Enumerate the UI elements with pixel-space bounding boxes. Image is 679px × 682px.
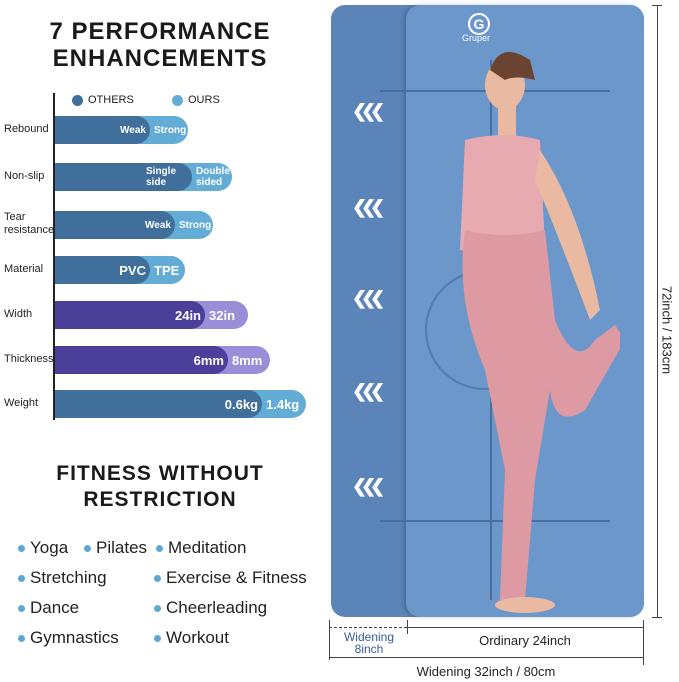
fitness-title-2: RESTRICTION bbox=[83, 488, 237, 511]
brand-logo-icon: G bbox=[468, 13, 490, 35]
activity-item: Exercise & Fitness bbox=[154, 568, 307, 588]
bullet-icon bbox=[18, 574, 25, 582]
bar-ours: Strong Weak bbox=[55, 116, 188, 144]
bar-others-value: 0.6kg bbox=[224, 396, 258, 412]
row-label: Thickness bbox=[4, 353, 54, 365]
dimension-tick bbox=[407, 620, 408, 634]
bar-ours: 32in 24in bbox=[55, 301, 248, 329]
arrows-left-icon: ❮❮❮ bbox=[352, 381, 385, 401]
height-label: 72inch / 183cm bbox=[659, 282, 675, 378]
bar-others: PVC bbox=[55, 256, 150, 284]
others-dot-icon bbox=[72, 94, 83, 106]
row-label: Material bbox=[4, 263, 44, 275]
bar-others: Weak bbox=[55, 211, 175, 239]
title-line-2: ENHANCEMENTS bbox=[52, 45, 268, 72]
bar-ours-value: TPE bbox=[154, 262, 180, 278]
dimension-tick bbox=[329, 620, 330, 660]
row-label: Non-slip bbox=[4, 170, 45, 182]
ours-dot-icon bbox=[172, 94, 183, 106]
dimension-tick bbox=[643, 620, 644, 665]
bar-others: Single side bbox=[55, 163, 192, 191]
row-label: Rebound bbox=[4, 123, 49, 135]
bar-ours-value: 1.4kg bbox=[266, 396, 300, 412]
activity-item: Gymnastics bbox=[18, 628, 119, 648]
bar-ours: 1.4kg 0.6kg bbox=[55, 390, 306, 418]
legend-ours: OURS bbox=[172, 94, 220, 106]
woman-stretching-photo bbox=[460, 52, 620, 613]
row-label: Weight bbox=[4, 397, 39, 409]
dimension-tick bbox=[652, 617, 662, 618]
total-width-label: Widening 32inch / 80cm bbox=[416, 664, 556, 679]
bullet-icon bbox=[18, 634, 25, 642]
bar-others-value: Weak bbox=[120, 124, 146, 136]
bar-others-value: 6mm bbox=[193, 352, 224, 368]
bar-ours: 8mm 6mm bbox=[55, 346, 270, 374]
activity-item: Yoga bbox=[18, 538, 68, 558]
arrows-left-icon: ❮❮❮ bbox=[352, 101, 385, 121]
bar-others: Weak bbox=[55, 116, 150, 144]
ordinary-dimension-line bbox=[407, 627, 643, 628]
activity-label: Meditation bbox=[168, 538, 247, 557]
bullet-icon bbox=[18, 544, 25, 552]
activity-item: Stretching bbox=[18, 568, 107, 588]
activity-label: Pilates bbox=[96, 538, 148, 557]
bar-ours-value: Strong bbox=[154, 124, 187, 136]
activity-label: Dance bbox=[30, 598, 80, 617]
legend-others-label: OTHERS bbox=[88, 94, 134, 106]
bar-ours: TPE PVC bbox=[55, 256, 185, 284]
bar-others-value: 24in bbox=[174, 307, 201, 323]
activity-item: Dance bbox=[18, 598, 79, 618]
activity-label: Exercise & Fitness bbox=[166, 568, 307, 587]
bar-ours: Double sided Single side bbox=[55, 163, 232, 191]
activity-label: Yoga bbox=[30, 538, 69, 557]
bar-ours: Strong Weak bbox=[55, 211, 213, 239]
bullet-icon bbox=[154, 574, 161, 582]
legend-ours-label: OURS bbox=[188, 94, 220, 106]
total-dimension-line bbox=[329, 657, 643, 658]
bar-others-value: Single side bbox=[146, 166, 177, 188]
dimension-tick bbox=[652, 5, 662, 6]
activity-item: Pilates bbox=[84, 538, 147, 558]
bar-others: 24in bbox=[55, 301, 205, 329]
activity-label: Workout bbox=[166, 628, 229, 647]
bullet-icon bbox=[18, 604, 25, 612]
bar-others-value: PVC bbox=[119, 262, 146, 278]
title-line-1: 7 PERFORMANCE bbox=[49, 18, 271, 45]
bar-others-value: Weak bbox=[145, 219, 171, 231]
arrows-left-icon: ❮❮❮ bbox=[352, 476, 385, 496]
bar-ours-value: Strong bbox=[179, 219, 212, 231]
arrows-left-icon: ❮❮❮ bbox=[352, 197, 385, 217]
widening-label: Widening 8inch bbox=[343, 630, 395, 656]
fitness-title-1: FITNESS WITHOUT bbox=[56, 462, 264, 485]
bullet-icon bbox=[84, 544, 91, 552]
activity-item: Workout bbox=[154, 628, 229, 648]
bar-others: 0.6kg bbox=[55, 390, 262, 418]
widening-dimension-line bbox=[329, 627, 407, 628]
mat-guide-line bbox=[380, 520, 610, 522]
activity-item: Meditation bbox=[156, 538, 246, 558]
row-label: Width bbox=[4, 308, 33, 320]
activity-label: Gymnastics bbox=[30, 628, 119, 647]
activity-item: Cheerleading bbox=[154, 598, 267, 618]
legend-others: OTHERS bbox=[72, 94, 134, 106]
bullet-icon bbox=[156, 544, 163, 552]
bullet-icon bbox=[154, 604, 161, 612]
arrows-left-icon: ❮❮❮ bbox=[352, 288, 385, 308]
brand-name: Gruper bbox=[462, 33, 491, 43]
bullet-icon bbox=[154, 634, 161, 642]
row-label: Tear resistance bbox=[4, 211, 55, 236]
bar-ours-value: 32in bbox=[209, 307, 236, 323]
bar-others: 6mm bbox=[55, 346, 228, 374]
chart-axis bbox=[53, 93, 55, 420]
activity-label: Cheerleading bbox=[166, 598, 268, 617]
height-dimension-line bbox=[657, 5, 658, 617]
bar-ours-value: Double sided bbox=[196, 166, 230, 188]
activity-label: Stretching bbox=[30, 568, 107, 587]
bar-ours-value: 8mm bbox=[232, 352, 263, 368]
ordinary-label: Ordinary 24inch bbox=[479, 633, 571, 648]
